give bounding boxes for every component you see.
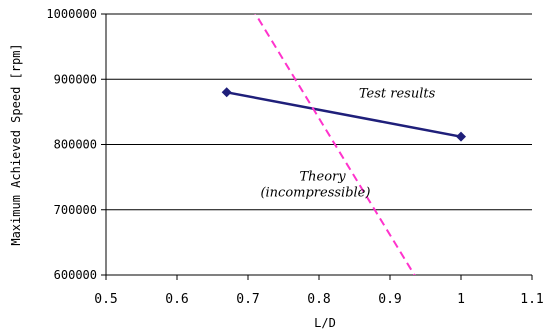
x-axis-title: L/D bbox=[314, 316, 336, 330]
y-tick-label: 600000 bbox=[54, 268, 97, 282]
annotation-1: Theory bbox=[299, 169, 346, 184]
series-line-0 bbox=[226, 91, 462, 138]
annotation-0: Test results bbox=[359, 87, 436, 102]
x-tick-label: 1.1 bbox=[520, 292, 543, 307]
data-point-marker bbox=[221, 87, 232, 98]
x-tick-label: 1 bbox=[457, 292, 465, 307]
annotation-2: (incompressible) bbox=[260, 186, 370, 201]
y-axis-title: Maximum Achieved Speed [rpm] bbox=[9, 43, 23, 245]
x-tick-label: 0.9 bbox=[378, 292, 401, 307]
x-tick-label: 0.5 bbox=[94, 292, 117, 307]
x-tick-label: 0.8 bbox=[307, 292, 330, 307]
x-tick-label: 0.7 bbox=[236, 292, 259, 307]
data-point-marker bbox=[456, 131, 466, 142]
series-line-1 bbox=[254, 14, 416, 275]
x-tick-label: 0.6 bbox=[165, 292, 188, 307]
y-tick-label: 900000 bbox=[54, 72, 97, 86]
y-tick-label: 800000 bbox=[54, 138, 97, 152]
y-tick-label: 700000 bbox=[54, 203, 97, 217]
y-tick-label: 1000000 bbox=[46, 7, 97, 21]
